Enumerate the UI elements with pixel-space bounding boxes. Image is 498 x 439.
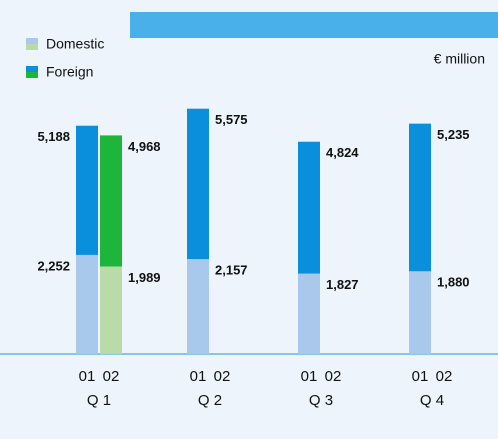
bar-segment — [187, 108, 209, 260]
legend-label: Foreign — [46, 64, 93, 80]
legend-swatch — [26, 44, 38, 50]
group-label: Q 4 — [420, 392, 444, 409]
unit: € million — [434, 51, 485, 67]
value-label: 1,827 — [326, 277, 359, 292]
total-label: 5,188 — [37, 129, 70, 144]
header-band — [130, 12, 498, 38]
bar-segment — [100, 266, 122, 354]
bar-segment — [76, 254, 98, 354]
bar-segment — [76, 125, 98, 255]
bar-segment — [187, 259, 209, 354]
value-label: 2,157 — [215, 263, 248, 278]
x-tick-label: 01 — [190, 368, 207, 385]
total-label: 5,575 — [215, 112, 248, 127]
group-label: Q 2 — [198, 392, 222, 409]
bar-segment — [298, 141, 320, 274]
total-label: 4,824 — [326, 145, 359, 160]
bar-segment — [100, 135, 122, 267]
group-label: Q 3 — [309, 392, 333, 409]
bar-segment — [409, 123, 431, 272]
bar-segment — [409, 271, 431, 354]
x-tick-label: 01 — [412, 368, 429, 385]
legend-swatch — [26, 38, 38, 44]
group-label: Q 1 — [87, 392, 111, 409]
legend-swatch — [26, 72, 38, 78]
legend-swatch — [26, 66, 38, 72]
value-label: 2,252 — [37, 258, 70, 273]
x-tick-label: 02 — [325, 368, 342, 385]
legend-label: Domestic — [46, 36, 104, 52]
value-label: 1,989 — [128, 270, 161, 285]
x-tick-label: 02 — [436, 368, 453, 385]
total-label: 5,235 — [437, 127, 470, 142]
x-tick-label: 01 — [79, 368, 96, 385]
value-label: 1,880 — [437, 275, 470, 290]
x-tick-label: 01 — [301, 368, 318, 385]
bar-segment — [298, 273, 320, 354]
total-label: 4,968 — [128, 139, 161, 154]
x-tick-label: 02 — [214, 368, 231, 385]
x-tick-label: 02 — [103, 368, 120, 385]
